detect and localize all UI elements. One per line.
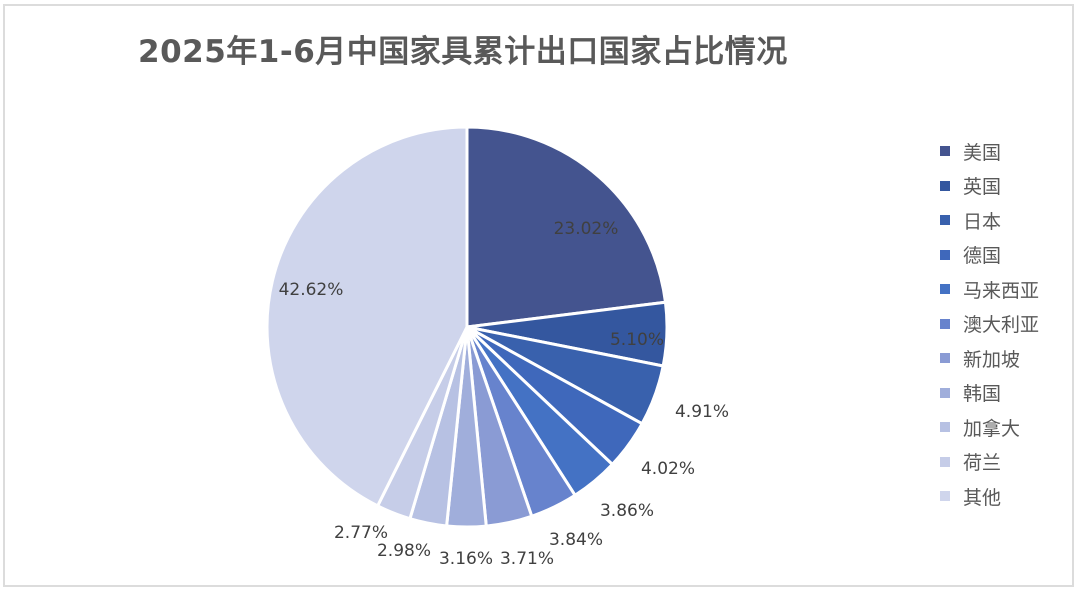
slice-labels: 23.02% 5.10% 4.91% 4.02% 3.86% 3.84%3.71% 3.16… [279, 219, 729, 569]
slice-label: 3.71% [500, 549, 554, 569]
legend-item: 韩国 [940, 376, 1039, 411]
legend-label: 美国 [963, 141, 1002, 164]
chart-legend: 美国英国日本德国马来西亚澳大利亚新加坡韩国加拿大荷兰其他 [940, 134, 1039, 514]
slice-label: 2.77% [334, 523, 388, 543]
legend-swatch [940, 215, 950, 226]
legend-label: 韩国 [963, 383, 1002, 406]
slice-label: 3.16% [439, 549, 493, 569]
legend-item: 新加坡 [940, 341, 1039, 376]
legend-swatch [940, 318, 950, 329]
slice-label: 2.98% [377, 541, 431, 561]
legend-label: 荷兰 [963, 452, 1002, 475]
legend-label: 马来西亚 [963, 279, 1040, 302]
legend-item: 加拿大 [940, 410, 1039, 445]
slice-label: 5.10% [610, 330, 664, 350]
legend-label: 新加坡 [963, 348, 1021, 371]
slice-label: 4.02% [641, 459, 695, 479]
legend-label: 加拿大 [963, 417, 1021, 440]
slice-label: 3.86% [600, 501, 654, 521]
legend-swatch [940, 491, 950, 502]
legend-item: 其他 [940, 479, 1039, 514]
legend-item: 德国 [940, 238, 1039, 273]
legend-item: 荷兰 [940, 445, 1039, 480]
legend-item: 马来西亚 [940, 272, 1039, 307]
legend-label: 英国 [963, 176, 1002, 199]
legend-swatch [940, 146, 950, 157]
legend-item: 美国 [940, 134, 1039, 169]
legend-swatch [940, 456, 950, 467]
legend-swatch [940, 180, 950, 191]
legend-label: 日本 [963, 210, 1002, 233]
slice-label: 3.84% [549, 530, 603, 550]
legend-label: 德国 [963, 245, 1002, 268]
legend-label: 澳大利亚 [963, 314, 1040, 337]
legend-item: 澳大利亚 [940, 307, 1039, 342]
legend-item: 英国 [940, 169, 1039, 204]
legend-swatch [940, 422, 950, 433]
slice-label: 42.62% [279, 280, 344, 300]
chart-title: 2025年1-6月中国家具累计出口国家占比情况 [138, 34, 788, 70]
legend-label: 其他 [963, 486, 1002, 509]
pie-slices [265, 125, 669, 529]
legend-swatch [940, 249, 950, 260]
pie-slice [265, 125, 469, 508]
legend-swatch [940, 284, 950, 295]
slice-label: 4.91% [675, 402, 729, 422]
legend-item: 日本 [940, 203, 1039, 238]
pie-slice [465, 125, 667, 329]
legend-swatch [940, 353, 950, 364]
slice-label: 23.02% [554, 219, 619, 239]
legend-swatch [940, 387, 950, 398]
